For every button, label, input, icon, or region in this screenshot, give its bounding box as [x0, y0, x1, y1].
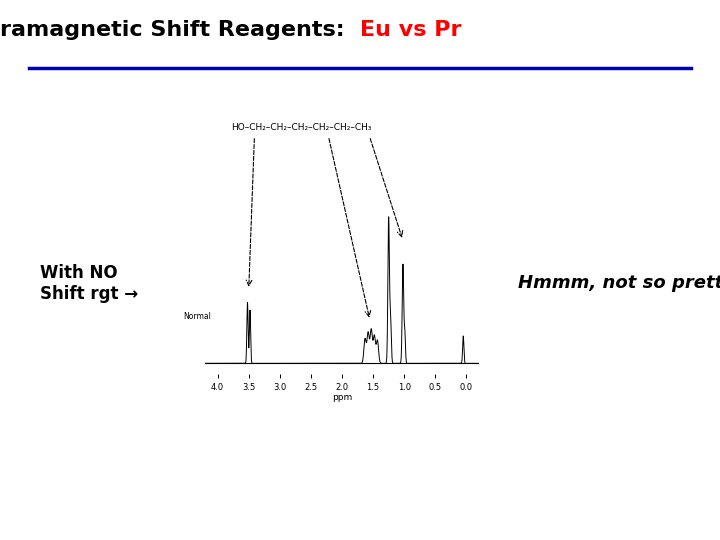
X-axis label: ppm: ppm	[332, 393, 352, 402]
Text: Hmmm, not so pretty: Hmmm, not so pretty	[518, 274, 720, 293]
Text: NMR Paramagnetic Shift Reagents:: NMR Paramagnetic Shift Reagents:	[0, 19, 360, 40]
Text: With NO
Shift rgt →: With NO Shift rgt →	[40, 264, 138, 303]
Text: Normal: Normal	[184, 312, 211, 321]
Text: HO–CH₂–CH₂–CH₂–CH₂–CH₂–CH₃: HO–CH₂–CH₂–CH₂–CH₂–CH₂–CH₃	[230, 123, 372, 132]
Text: Eu vs Pr: Eu vs Pr	[360, 19, 462, 40]
